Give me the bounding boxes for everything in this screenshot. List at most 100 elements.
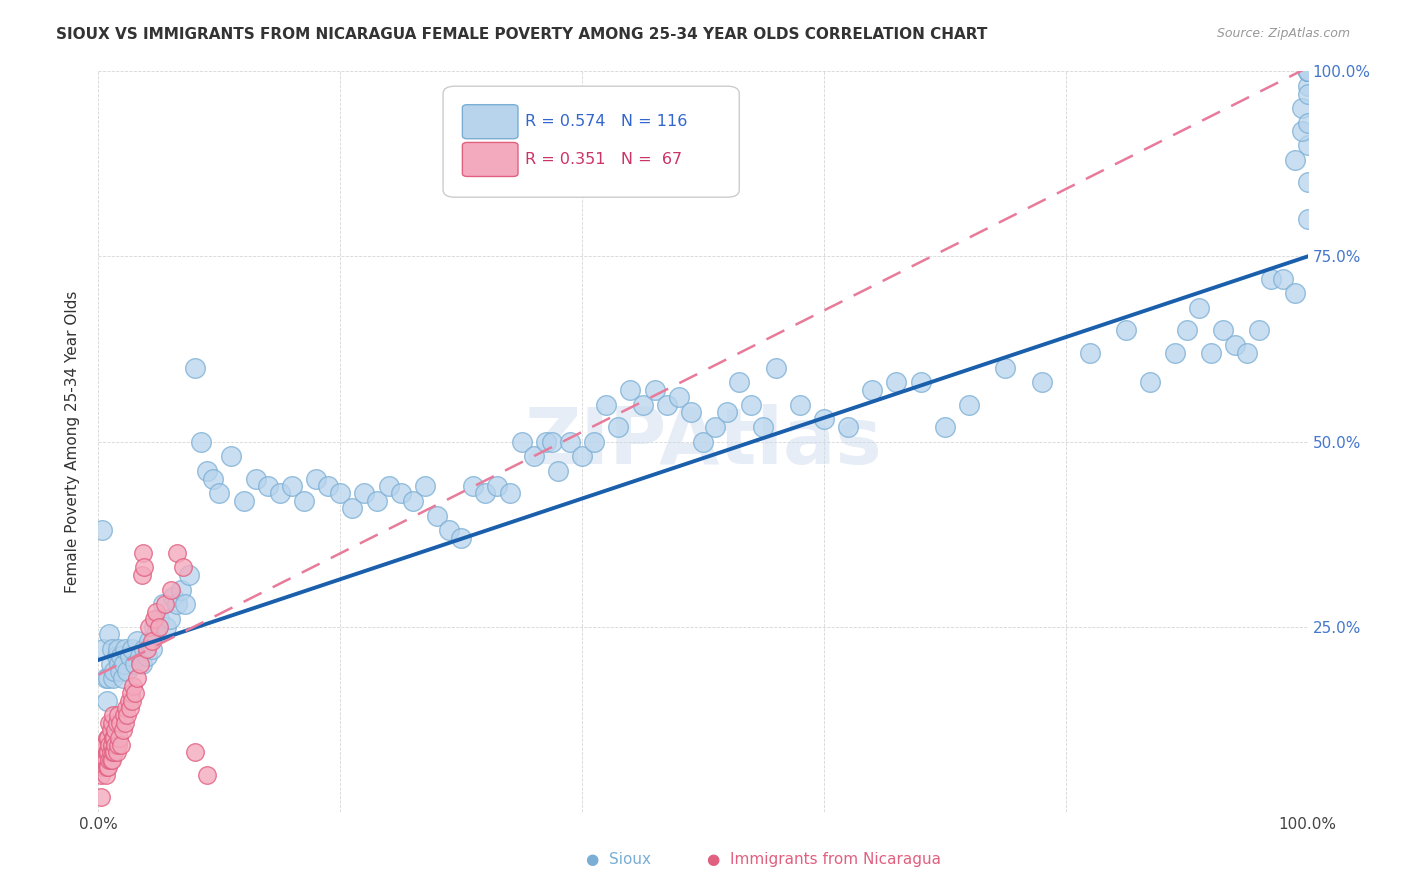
Point [316, 479, 339, 493]
Point [1296, 87, 1319, 101]
Point [91, 760, 114, 774]
Point [91, 641, 114, 656]
Point [631, 398, 654, 412]
Point [534, 434, 557, 449]
Point [1284, 286, 1306, 301]
Point [583, 434, 606, 449]
Point [131, 567, 153, 582]
Point [704, 419, 727, 434]
Point [1296, 175, 1319, 190]
Point [114, 641, 136, 656]
Point [153, 598, 176, 612]
Point [98, 715, 121, 730]
Point [692, 434, 714, 449]
Point [245, 471, 267, 485]
Point [1175, 324, 1198, 338]
Point [1199, 345, 1222, 359]
Point [108, 664, 131, 678]
Point [118, 701, 141, 715]
Point [172, 560, 194, 574]
Point [91, 746, 114, 760]
Point [124, 657, 146, 671]
Point [957, 398, 980, 412]
FancyBboxPatch shape [463, 143, 517, 177]
Point [101, 731, 124, 745]
Point [269, 486, 291, 500]
Point [97, 746, 120, 760]
Point [105, 715, 128, 730]
Point [571, 450, 593, 464]
Point [558, 434, 581, 449]
Point [91, 524, 114, 538]
Point [1212, 324, 1234, 338]
Point [1260, 271, 1282, 285]
Point [121, 641, 143, 656]
Point [128, 649, 150, 664]
Point [101, 708, 124, 723]
Point [353, 486, 375, 500]
Point [934, 419, 956, 434]
FancyBboxPatch shape [443, 87, 740, 197]
Point [148, 619, 170, 633]
Point [1078, 345, 1101, 359]
Point [1291, 102, 1313, 116]
Point [110, 649, 132, 664]
Point [134, 560, 156, 574]
Point [111, 672, 134, 686]
Point [1163, 345, 1185, 359]
Point [765, 360, 787, 375]
Point [169, 582, 191, 597]
Point [1223, 338, 1246, 352]
Point [305, 471, 328, 485]
Point [486, 479, 509, 493]
Point [232, 493, 254, 508]
Point [679, 405, 702, 419]
Point [127, 634, 149, 648]
Point [619, 383, 641, 397]
Point [510, 434, 533, 449]
Point [595, 398, 617, 412]
Point [107, 738, 129, 752]
Point [402, 493, 425, 508]
Point [107, 708, 129, 723]
Point [96, 694, 118, 708]
Text: R = 0.574   N = 116: R = 0.574 N = 116 [526, 114, 688, 129]
Point [138, 634, 160, 648]
Point [166, 598, 188, 612]
Point [752, 419, 775, 434]
Point [1296, 64, 1319, 78]
Point [547, 464, 569, 478]
Point [100, 641, 122, 656]
Point [135, 641, 157, 656]
Point [115, 701, 138, 715]
Point [145, 627, 167, 641]
Point [100, 715, 122, 730]
Point [195, 464, 218, 478]
Point [117, 708, 139, 723]
Point [655, 398, 678, 412]
Point [523, 450, 546, 464]
Point [97, 760, 120, 774]
Point [184, 360, 207, 375]
Point [668, 390, 690, 404]
Point [190, 434, 212, 449]
Point [105, 746, 128, 760]
Point [127, 672, 149, 686]
Point [94, 672, 117, 686]
Point [148, 612, 170, 626]
Point [120, 686, 142, 700]
Point [141, 641, 163, 656]
Point [716, 405, 738, 419]
Point [134, 641, 156, 656]
Point [108, 715, 131, 730]
Point [112, 708, 135, 723]
Point [103, 664, 125, 678]
Point [329, 486, 352, 500]
Point [837, 419, 859, 434]
Point [152, 598, 174, 612]
Point [256, 479, 278, 493]
Point [1139, 376, 1161, 390]
Point [1296, 64, 1319, 78]
Point [1272, 271, 1295, 285]
Point [740, 398, 762, 412]
